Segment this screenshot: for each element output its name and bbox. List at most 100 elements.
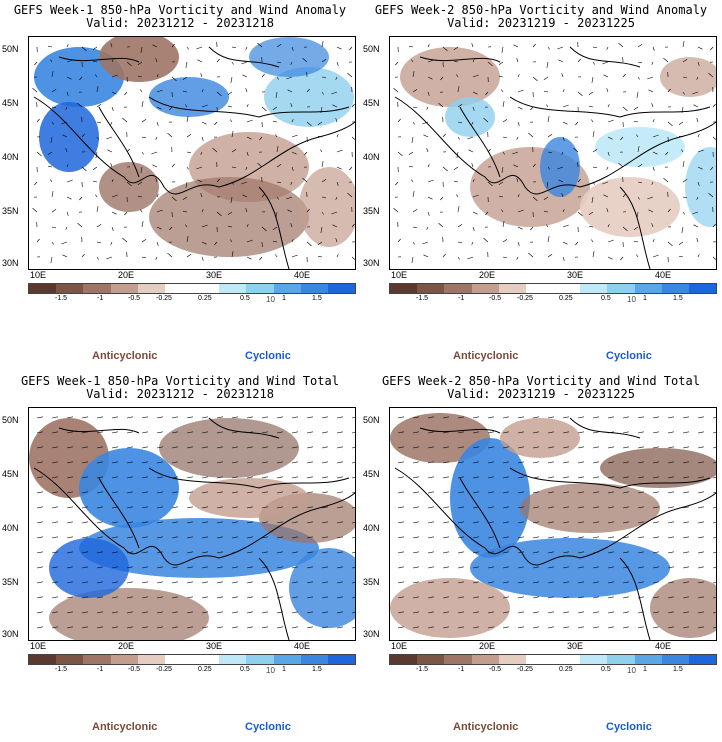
colorbar-label: -0.25: [156, 295, 172, 302]
panel-week1-total: GEFS Week-1 850-hPa Vorticity and Wind T…: [0, 371, 360, 741]
anticyclonic-label: Anticyclonic: [92, 350, 158, 362]
colorbar-swatch: [56, 284, 84, 293]
colorbar-swatch: [525, 655, 554, 664]
colorbar-swatch: [137, 284, 165, 293]
colorbar-swatch: [192, 284, 220, 293]
colorbar-swatch: [219, 655, 247, 664]
lon-label: 30E: [206, 641, 223, 651]
panel-valid-dates: Valid: 20231212 - 20231218: [86, 16, 274, 30]
colorbar-label: 1.5: [673, 295, 683, 302]
colorbar-swatch: [83, 284, 111, 293]
colorbar-swatch: [273, 284, 301, 293]
colorbar-swatch: [498, 655, 526, 664]
colorbar-label: 0.25: [198, 666, 212, 673]
colorbar-label: -1.5: [416, 295, 429, 302]
colorbar-label: 1.5: [312, 295, 322, 302]
colorbar-swatch: [553, 655, 581, 664]
colorbar-label: 0.25: [559, 295, 573, 302]
lat-label: 35N: [363, 206, 380, 216]
colorbar: [389, 654, 717, 665]
colorbar-swatch: [553, 284, 581, 293]
lon-label: 10E: [391, 270, 408, 280]
lat-label: 30N: [2, 629, 19, 639]
panel-title: GEFS Week-2 850-hPa Vorticity and Wind A…: [374, 3, 708, 17]
cyclonic-label: Cyclonic: [606, 350, 652, 362]
colorbar-label: -0.25: [517, 295, 533, 302]
colorbar-label: 1: [643, 295, 647, 302]
colorbar-swatch: [273, 655, 301, 664]
lat-label: 40N: [2, 523, 19, 533]
colorbar-swatch: [417, 655, 445, 664]
colorbar-swatch: [219, 284, 247, 293]
lon-label: 20E: [479, 270, 496, 280]
colorbar-label: 1.5: [673, 666, 683, 673]
colorbar-swatch: [164, 284, 193, 293]
lat-label: 45N: [363, 98, 380, 108]
lat-label: 35N: [2, 206, 19, 216]
panel-week2-anomaly: GEFS Week-2 850-hPa Vorticity and Wind A…: [361, 0, 721, 370]
colorbar-label: -0.5: [128, 295, 141, 302]
lat-label: 35N: [363, 577, 380, 587]
lat-label: 35N: [2, 577, 19, 587]
colorbar-label: -1: [97, 666, 104, 673]
lat-label: 30N: [363, 629, 380, 639]
colorbar-swatch: [498, 284, 526, 293]
lat-label: 50N: [2, 44, 19, 54]
anticyclonic-label: Anticyclonic: [453, 350, 519, 362]
colorbar-label: -1.5: [55, 666, 68, 673]
colorbar-swatch: [390, 655, 418, 664]
colorbar-swatch: [661, 284, 689, 293]
lat-label: 45N: [363, 469, 380, 479]
colorbar-swatch: [246, 655, 274, 664]
lat-label: 50N: [363, 44, 380, 54]
lat-label: 40N: [2, 152, 19, 162]
cyclonic-label: Cyclonic: [606, 721, 652, 733]
panel-week1-anomaly: GEFS Week-1 850-hPa Vorticity and Wind A…: [0, 0, 360, 370]
panel-valid-dates: Valid: 20231219 - 20231225: [447, 16, 635, 30]
lon-label: 30E: [567, 641, 584, 651]
colorbar-label: 0.25: [198, 295, 212, 302]
colorbar-label: -1.5: [416, 666, 429, 673]
panel-title: GEFS Week-1 850-hPa Vorticity and Wind A…: [13, 3, 347, 17]
colorbar-swatch: [417, 284, 445, 293]
colorbar-swatch: [137, 655, 165, 664]
colorbar-swatch: [634, 655, 662, 664]
colorbar-swatch: [300, 284, 328, 293]
colorbar-swatch: [29, 655, 57, 664]
colorbar-label: -0.5: [128, 666, 141, 673]
colorbar: [28, 654, 356, 665]
colorbar-swatch: [327, 655, 356, 664]
cyclonic-label: Cyclonic: [245, 350, 291, 362]
colorbar-label: 0.25: [559, 666, 573, 673]
colorbar-swatch: [110, 284, 138, 293]
lat-label: 45N: [2, 469, 19, 479]
lat-label: 30N: [2, 258, 19, 268]
lon-label: 40E: [294, 641, 311, 651]
panel-title: GEFS Week-2 850-hPa Vorticity and Wind T…: [382, 374, 700, 388]
colorbar-label: -1: [458, 295, 465, 302]
lon-label: 10E: [391, 641, 408, 651]
colorbar-unit: 10: [266, 666, 275, 675]
panel-valid-dates: Valid: 20231212 - 20231218: [86, 387, 274, 401]
colorbar-label: -1: [97, 295, 104, 302]
colorbar-label: 0.5: [240, 295, 250, 302]
map-plot: [32, 37, 355, 269]
colorbar-swatch: [56, 655, 84, 664]
colorbar-label: 1: [643, 666, 647, 673]
colorbar-swatch: [688, 284, 717, 293]
vorticity-map: [389, 407, 717, 641]
colorbar-unit: 10: [266, 295, 275, 304]
lat-label: 50N: [363, 415, 380, 425]
colorbar-swatch: [525, 284, 554, 293]
colorbar-label: -1: [458, 666, 465, 673]
colorbar-label: -0.25: [156, 666, 172, 673]
anticyclonic-label: Anticyclonic: [453, 721, 519, 733]
colorbar-swatch: [300, 655, 328, 664]
colorbar-swatch: [471, 284, 499, 293]
map-plot: [390, 413, 716, 640]
lon-label: 40E: [655, 641, 672, 651]
colorbar-swatch: [580, 655, 608, 664]
colorbar-swatch: [688, 655, 717, 664]
colorbar-label: -0.5: [489, 295, 502, 302]
colorbar-swatch: [29, 284, 57, 293]
